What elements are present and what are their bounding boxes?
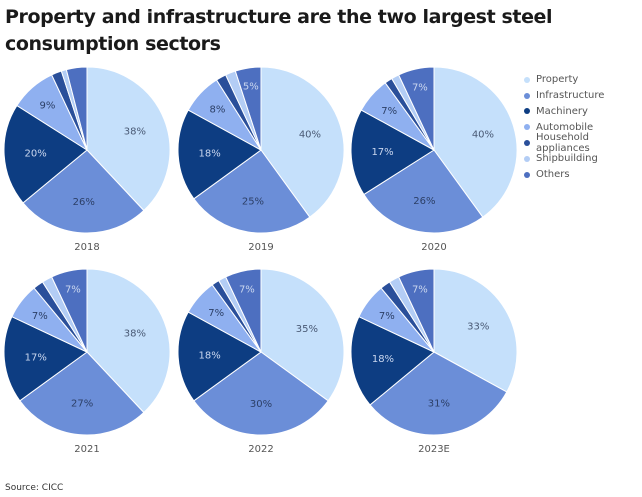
pie-2020: 40% 26% 17% 7% 7% 2020 bbox=[350, 66, 518, 253]
slice-label: 7% bbox=[379, 311, 395, 322]
legend-item-machinery: Machinery bbox=[524, 104, 642, 120]
pie-2019: 40% 25% 18% 8% 5% 2019 bbox=[177, 66, 345, 253]
year-label: 2018 bbox=[74, 242, 99, 253]
slice-label: 18% bbox=[372, 354, 394, 365]
slice-label: 7% bbox=[412, 82, 428, 93]
legend-label: Others bbox=[536, 169, 570, 181]
slice-label: 38% bbox=[124, 127, 146, 138]
slice-machinery bbox=[3, 104, 88, 204]
slice-others bbox=[65, 66, 88, 151]
slice-label: 26% bbox=[73, 197, 95, 208]
slice-label: 31% bbox=[428, 399, 450, 410]
legend-swatch bbox=[524, 155, 530, 162]
slice-label: 17% bbox=[25, 352, 47, 363]
slice-label: 35% bbox=[296, 324, 318, 335]
slice-label: 5% bbox=[243, 82, 259, 93]
slice-property bbox=[433, 66, 518, 218]
slice-label: 27% bbox=[71, 399, 93, 410]
slice-others bbox=[397, 66, 435, 151]
legend-label: Household appliances bbox=[536, 132, 590, 155]
legend-item-infrastructure: Infrastructure bbox=[524, 88, 642, 104]
slice-label: 18% bbox=[199, 351, 221, 362]
slice-label: 7% bbox=[239, 284, 255, 295]
slice-property bbox=[260, 268, 345, 402]
slice-others bbox=[224, 268, 262, 353]
legend-label: Property bbox=[536, 74, 579, 86]
chart-title: Property and infrastructure are the two … bbox=[5, 6, 553, 55]
pie-2021: 38% 27% 17% 7% 7% 2021 bbox=[3, 268, 171, 455]
year-label: 2023E bbox=[418, 444, 450, 455]
slice-label: 18% bbox=[199, 149, 221, 160]
source-note: Source: CICC bbox=[5, 483, 64, 493]
year-label: 2019 bbox=[248, 242, 273, 253]
slice-property bbox=[260, 66, 345, 218]
slice-label: 17% bbox=[371, 147, 393, 158]
slice-label: 7% bbox=[381, 106, 397, 117]
legend-swatch bbox=[524, 92, 530, 99]
year-label: 2021 bbox=[74, 444, 99, 455]
legend-swatch bbox=[524, 140, 530, 147]
slice-label: 40% bbox=[472, 130, 494, 141]
slice-label: 38% bbox=[124, 329, 146, 340]
legend-item-property: Property bbox=[524, 72, 642, 88]
slice-infrastructure bbox=[369, 351, 508, 436]
slice-label: 7% bbox=[65, 284, 81, 295]
legend-item-household-appliances: Household appliances bbox=[524, 132, 642, 155]
pie-2023E: 33% 31% 18% 7% 7% 2023E bbox=[350, 268, 518, 455]
slice-infrastructure bbox=[22, 149, 145, 234]
legend-swatch bbox=[524, 171, 530, 178]
slice-machinery bbox=[350, 109, 435, 196]
legend-swatch bbox=[524, 76, 530, 83]
year-label: 2022 bbox=[248, 444, 273, 455]
slice-label: 7% bbox=[32, 311, 48, 322]
slice-label: 40% bbox=[299, 130, 321, 141]
slice-others bbox=[397, 268, 435, 353]
slice-property bbox=[433, 268, 518, 393]
legend-item-automobile: Automobile bbox=[524, 119, 642, 135]
pie-2022: 35% 30% 18% 7% 7% 2022 bbox=[177, 268, 345, 455]
slice-label: 7% bbox=[208, 308, 224, 319]
slice-infrastructure bbox=[193, 351, 329, 436]
legend-item-shipbuilding: Shipbuilding bbox=[524, 151, 642, 167]
legend-swatch bbox=[524, 124, 530, 131]
slice-machinery bbox=[3, 315, 88, 402]
slice-label: 25% bbox=[242, 196, 264, 207]
slice-machinery bbox=[350, 315, 435, 406]
slice-label: 26% bbox=[413, 196, 435, 207]
legend-label: Machinery bbox=[536, 105, 588, 117]
pie-2018: 38% 26% 20% 9% 2018 bbox=[3, 66, 171, 253]
slice-label: 8% bbox=[209, 105, 225, 116]
slice-label: 20% bbox=[25, 149, 47, 160]
legend: Property Infrastructure Machinery Automo… bbox=[524, 72, 642, 183]
slice-machinery bbox=[177, 311, 262, 402]
slice-label: 33% bbox=[467, 321, 489, 332]
slice-property bbox=[86, 66, 171, 212]
slice-label: 7% bbox=[412, 284, 428, 295]
slice-machinery bbox=[177, 109, 262, 200]
slice-label: 9% bbox=[40, 101, 56, 112]
slice-label: 30% bbox=[250, 399, 272, 410]
slice-others bbox=[234, 66, 262, 151]
slice-infrastructure bbox=[363, 149, 484, 234]
slice-others bbox=[50, 268, 88, 353]
slice-infrastructure bbox=[193, 149, 311, 234]
legend-swatch bbox=[524, 108, 530, 115]
legend-label: Shipbuilding bbox=[536, 153, 598, 165]
legend-label: Infrastructure bbox=[536, 90, 605, 102]
slice-infrastructure bbox=[19, 351, 145, 436]
legend-item-others: Others bbox=[524, 167, 642, 183]
slice-property bbox=[86, 268, 171, 414]
legend-label: Automobile bbox=[536, 121, 594, 133]
year-label: 2020 bbox=[421, 242, 446, 253]
